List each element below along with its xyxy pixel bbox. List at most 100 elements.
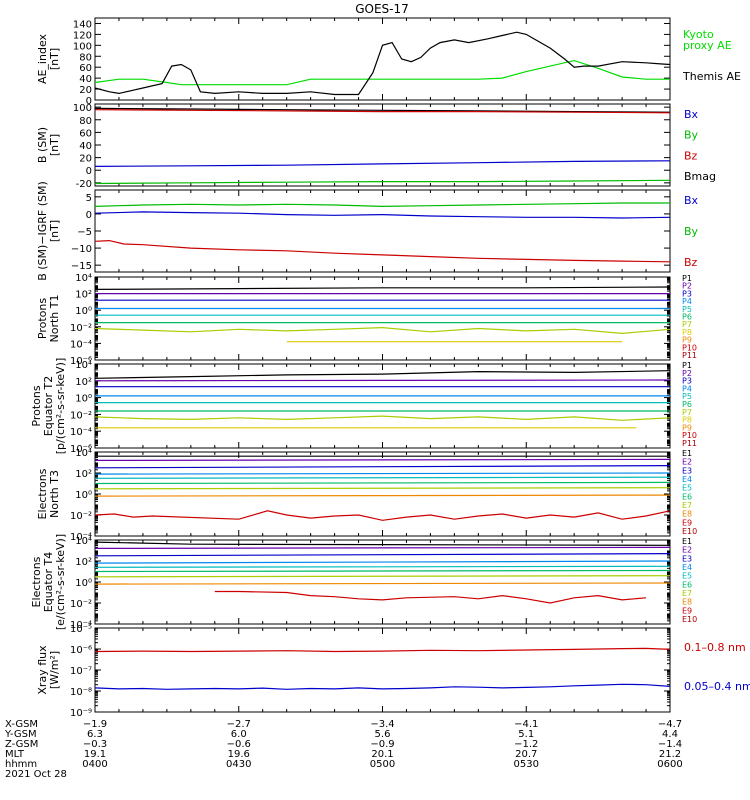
y-axis-label: Electrons xyxy=(30,556,43,607)
y-tick-label: -20 xyxy=(76,179,92,190)
legend-entry: P2 xyxy=(682,369,692,378)
series-line-by xyxy=(94,202,670,208)
y-tick-label: 10⁻⁴ xyxy=(70,620,92,631)
series-line-p1 xyxy=(94,370,671,379)
legend-entry: P3 xyxy=(682,377,692,386)
legend-entry: E2 xyxy=(682,546,692,555)
y-axis-label: Xray flux xyxy=(36,645,49,695)
legend-entry: Bmag xyxy=(684,170,716,183)
x-tick-label: 6.3 xyxy=(87,729,103,740)
y-tick-label: 100 xyxy=(73,103,92,114)
series-line-bz xyxy=(94,239,671,263)
legend-entry: Bz xyxy=(684,149,698,162)
series-line-p1 xyxy=(94,286,671,290)
x-tick-label: 19.1 xyxy=(84,749,106,760)
legend-entry: E9 xyxy=(682,606,692,615)
legend-entry: P10 xyxy=(682,343,697,352)
legend-entry: P8 xyxy=(682,416,692,425)
x-tick-label: −1.2 xyxy=(514,739,538,750)
series-line-e4 xyxy=(94,472,671,475)
y-tick-label: 10⁰ xyxy=(75,306,92,317)
legend-entry: By xyxy=(684,129,699,142)
y-axis-label: North T1 xyxy=(48,295,61,343)
y-tick-label: 10² xyxy=(75,377,92,388)
series-line-0-05-0-4-nm xyxy=(94,683,671,690)
y-tick-label: −15 xyxy=(71,261,92,272)
panel-xray: 10⁻⁹ 10⁻⁸ 10⁻⁷ 10⁻⁶ 10⁻⁵ Xray flux [W/m²] 0.1–0… xyxy=(36,624,750,719)
y-tick-label: 10⁻⁶ xyxy=(70,356,92,367)
legend-entry: E7 xyxy=(682,589,692,598)
x-tick-label: 19.6 xyxy=(228,749,250,760)
y-tick-label: 10⁻⁴ xyxy=(70,532,92,543)
legend-entry: P5 xyxy=(682,392,692,401)
legend-entry: E2 xyxy=(682,458,692,467)
y-tick-label: 40 xyxy=(79,141,92,152)
y-axis-label: Protons xyxy=(36,298,49,339)
x-tick-label: 21.2 xyxy=(659,749,681,760)
x-tick-label: 0400 xyxy=(82,759,107,770)
x-tick-label: −4.7 xyxy=(658,719,682,730)
legend-entry: P6 xyxy=(682,400,692,409)
legend-entry: E1 xyxy=(682,449,692,458)
chart-title: GOES-17 xyxy=(355,2,409,16)
legend-entry: P7 xyxy=(682,408,692,417)
legend-entry: By xyxy=(684,225,699,238)
y-axis-label: B (SM)−IGRF (SM) xyxy=(36,181,49,281)
y-tick-label: −10 xyxy=(71,244,92,255)
x-tick-label: 0600 xyxy=(657,759,682,770)
legend-entry: E4 xyxy=(682,563,692,572)
y-tick-label: 80 xyxy=(79,52,92,63)
y-tick-label: 0 xyxy=(86,166,92,177)
panel-frame xyxy=(94,103,671,187)
x-row-label: Z-GSM xyxy=(5,739,38,750)
series-line-e7 xyxy=(94,487,671,490)
y-tick-label: 60 xyxy=(79,128,92,139)
y-axis-label: [nT] xyxy=(48,48,61,70)
legend-entry: P4 xyxy=(682,297,692,306)
y-axis-label: Electrons xyxy=(36,468,49,519)
series-line-bz xyxy=(94,109,671,114)
panel-frame xyxy=(94,627,671,713)
legend-entry: E1 xyxy=(682,537,692,546)
y-tick-label: 10⁻² xyxy=(70,323,92,334)
y-tick-label: 10⁻² xyxy=(70,410,92,421)
y-axis-label: Equator T2 xyxy=(42,376,55,436)
legend-entry: E10 xyxy=(682,527,697,536)
series-line-e8 xyxy=(94,494,671,497)
legend-entry: E5 xyxy=(682,572,692,581)
y-tick-label: 20 xyxy=(79,154,92,165)
x-tick-label: 0430 xyxy=(226,759,251,770)
y-tick-label: 10⁻⁶ xyxy=(70,645,92,656)
legend-entry: E9 xyxy=(682,518,692,527)
series-line-e2 xyxy=(94,458,671,461)
legend-entry: E3 xyxy=(682,466,692,475)
y-axis-label: [nT] xyxy=(48,220,61,242)
legend-entry: P1 xyxy=(682,361,692,370)
series-line-0-1-0-8-nm xyxy=(94,647,671,653)
series-line-p2 xyxy=(94,379,671,382)
legend-entry: P3 xyxy=(682,289,692,298)
x-tick-label: −0.9 xyxy=(370,739,394,750)
legend-entry: E8 xyxy=(682,598,692,607)
x-row-label: Y-GSM xyxy=(4,729,37,740)
series-line-kyoto-proxy-ae xyxy=(94,59,670,86)
x-row-label: hhmm xyxy=(5,759,37,770)
x-tick-label: 6.0 xyxy=(231,729,247,740)
y-tick-label: 10² xyxy=(75,557,92,568)
y-tick-label: 10⁰ xyxy=(75,578,92,589)
x-row-label: MLT xyxy=(5,749,25,760)
y-axis-label: [p/(cm²-s-sr-keV)] xyxy=(54,358,67,455)
y-tick-label: 80 xyxy=(79,116,92,127)
y-tick-label: 10⁴ xyxy=(75,536,92,547)
legend-entry: Themis AE xyxy=(682,70,741,83)
y-tick-label: 10⁰ xyxy=(75,394,92,405)
x-tick-label: −2.7 xyxy=(227,719,251,730)
y-tick-label: 10² xyxy=(75,290,92,301)
y-tick-label: 10⁻⁴ xyxy=(70,339,92,350)
y-tick-label: 10⁴ xyxy=(75,273,92,284)
x-tick-label: 4.4 xyxy=(662,729,678,740)
series-line-bx xyxy=(94,160,671,167)
